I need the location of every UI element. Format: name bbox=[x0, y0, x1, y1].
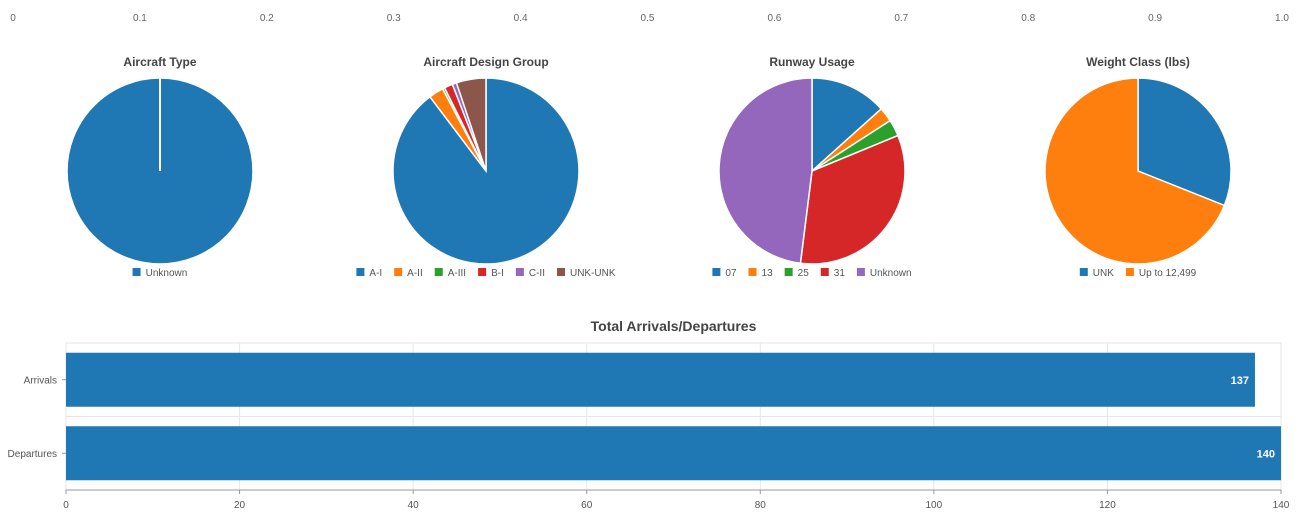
top-axis-tick-label: 0.7 bbox=[894, 13, 908, 24]
top-axis-tick-label: 0.4 bbox=[514, 13, 528, 24]
legend-swatch bbox=[556, 268, 565, 276]
x-tick-label: 60 bbox=[581, 500, 593, 511]
x-tick-label: 120 bbox=[1099, 500, 1116, 511]
legend-label: A-II bbox=[407, 268, 423, 279]
legend-swatch bbox=[712, 268, 721, 276]
legend-label: B-I bbox=[491, 268, 504, 279]
pie-chart-aircraft-design-group: Aircraft Design Group A-I A-II A-III B-I C-II… bbox=[356, 55, 616, 279]
x-tick-label: 0 bbox=[63, 500, 69, 511]
pie-chart-runway-usage: Runway Usage 07 13 25 31 Unknown bbox=[712, 55, 912, 279]
bar-chart-title: Total Arrivals/Departures bbox=[591, 318, 757, 334]
pie-slice-07 bbox=[811, 77, 883, 173]
legend-label: 07 bbox=[725, 268, 737, 279]
legend-label: A-I bbox=[369, 268, 382, 279]
pie-title: Aircraft Type bbox=[123, 55, 196, 69]
x-tick-label: 20 bbox=[234, 500, 246, 511]
top-axis-tick-label: 0 bbox=[10, 13, 16, 24]
pie-chart-weight-class: Weight Class (lbs) UNK Up to 12,499 bbox=[1044, 55, 1232, 279]
legend-swatch bbox=[748, 268, 757, 276]
pie-slice-31 bbox=[799, 134, 906, 265]
bar-departures bbox=[66, 426, 1281, 481]
x-tick-label: 40 bbox=[408, 500, 420, 511]
pie-slice-up-to-12-499 bbox=[1044, 77, 1226, 265]
top-axis-tick-label: 0.2 bbox=[260, 13, 274, 24]
legend-swatch bbox=[478, 268, 487, 276]
top-axis-tick-label: 0.5 bbox=[641, 13, 655, 24]
legend-swatch bbox=[820, 268, 829, 276]
bar-data-label: 140 bbox=[1257, 448, 1275, 460]
pie-legend: Unknown bbox=[132, 268, 188, 279]
top-axis-tick-label: 0.9 bbox=[1148, 13, 1162, 24]
top-axis-tick-label: 0.1 bbox=[133, 13, 147, 24]
x-tick-label: 80 bbox=[755, 500, 767, 511]
top-axis-tick-label: 1.0 bbox=[1275, 13, 1289, 24]
pie-title: Aircraft Design Group bbox=[423, 55, 548, 69]
top-axis-tick-label: 0.3 bbox=[387, 13, 401, 24]
pie-chart-aircraft-type: Aircraft Type Unknown bbox=[66, 55, 254, 279]
pie-legend: 07 13 25 31 Unknown bbox=[712, 268, 912, 279]
top-axis-tick-label: 0.8 bbox=[1021, 13, 1035, 24]
x-tick-label: 100 bbox=[926, 500, 943, 511]
pie-legend: UNK Up to 12,499 bbox=[1079, 268, 1197, 279]
legend-label: Unknown bbox=[146, 268, 188, 279]
pie-legend: A-I A-II A-III B-I C-II UNK-UNK bbox=[356, 268, 616, 279]
top-axis: 0 0.1 0.2 0.3 0.4 0.5 0.6 0.7 0.8 0.9 1.0 bbox=[10, 13, 1289, 24]
y-tick-label: Arrivals bbox=[24, 375, 57, 386]
pie-title: Runway Usage bbox=[769, 55, 855, 69]
legend-swatch bbox=[1125, 268, 1134, 276]
legend-label: Unknown bbox=[870, 268, 912, 279]
legend-swatch bbox=[394, 268, 403, 276]
legend-swatch bbox=[132, 268, 141, 276]
bar-chart-total-arrivals-departures: Total Arrivals/Departures 0 20 40 60 80 100 120… bbox=[8, 318, 1290, 511]
legend-label: C-II bbox=[529, 268, 545, 279]
y-tick-label: Departures bbox=[8, 449, 57, 460]
legend-label: 31 bbox=[834, 268, 846, 279]
legend-label: UNK bbox=[1093, 268, 1114, 279]
pie-slice-unknown bbox=[718, 77, 813, 265]
pie-title: Weight Class (lbs) bbox=[1086, 55, 1190, 69]
top-axis-tick-label: 0.6 bbox=[767, 13, 781, 24]
legend-swatch bbox=[434, 268, 443, 276]
legend-label: 25 bbox=[798, 268, 810, 279]
legend-label: A-III bbox=[448, 268, 466, 279]
bar-data-label: 137 bbox=[1231, 375, 1249, 387]
legend-swatch bbox=[356, 268, 365, 276]
legend-label: UNK-UNK bbox=[570, 268, 616, 279]
legend-swatch bbox=[856, 268, 865, 276]
pie-slice-unk bbox=[1137, 77, 1232, 207]
legend-label: 13 bbox=[762, 268, 774, 279]
legend-swatch bbox=[1079, 268, 1088, 276]
pie-slice-unk-unk bbox=[455, 77, 487, 172]
x-tick-label: 140 bbox=[1273, 500, 1290, 511]
legend-swatch bbox=[784, 268, 793, 276]
legend-swatch bbox=[515, 268, 524, 276]
bar-arrivals bbox=[66, 352, 1255, 407]
legend-label: Up to 12,499 bbox=[1139, 268, 1197, 279]
